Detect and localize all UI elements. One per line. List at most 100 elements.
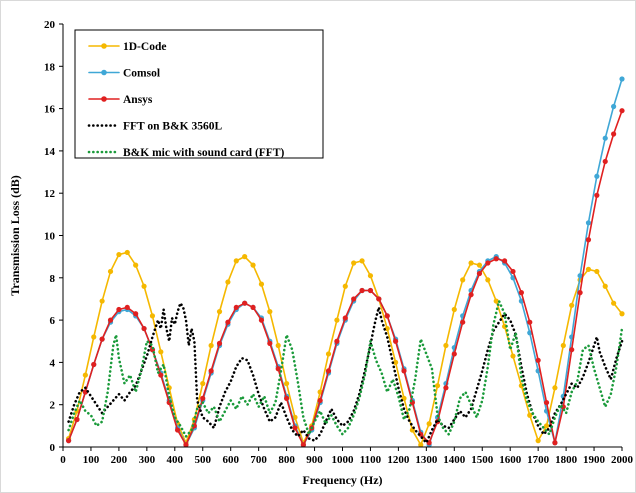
x-tick-label: 1300 [415, 454, 438, 466]
series-1-point [569, 302, 575, 308]
series-3-point [216, 340, 223, 346]
x-tick-label: 1200 [387, 454, 410, 466]
series-3-point [91, 361, 97, 368]
x-tick-label: 1900 [583, 454, 606, 466]
series-3-point [133, 311, 139, 317]
series-1-point [242, 254, 248, 260]
series-1-point [334, 317, 340, 323]
series-3-point [569, 347, 575, 353]
series-3-point [124, 304, 130, 311]
legend-box [74, 29, 324, 159]
x-tick-label: 200 [111, 454, 128, 466]
series-3-point [225, 319, 231, 325]
x-tick-label: 100 [83, 454, 100, 466]
x-tick-label: 1000 [332, 454, 355, 466]
series-1-point [552, 385, 558, 391]
legend-label: B&K mic with sound card (FFT) [123, 147, 284, 159]
series-1-point [200, 380, 206, 387]
series-3-point [275, 366, 281, 372]
x-tick-label: 2000 [611, 454, 634, 466]
series-3-point [594, 192, 600, 198]
legend-marker [101, 43, 107, 49]
series-1-point [99, 298, 105, 304]
series-3-point [393, 338, 399, 344]
series-3-point [527, 319, 533, 325]
x-tick-label: 1800 [555, 454, 578, 466]
series-1-point [585, 266, 592, 272]
legend-label: 1D-Code [123, 41, 166, 53]
series-1-point [107, 268, 114, 275]
legend-label: FFT on B&K 3560L [123, 121, 222, 133]
series-4-line [67, 301, 624, 445]
series-3-point [401, 368, 407, 374]
x-tick-label: 0 [60, 454, 66, 466]
series-3-point [183, 442, 189, 448]
series-1-point [133, 262, 139, 268]
series-1-point [359, 258, 365, 264]
legend-label: Comsol [123, 68, 160, 80]
y-tick-label: 10 [44, 231, 56, 243]
series-2-point [594, 173, 600, 179]
x-axis-title: Frequency (Hz) [302, 473, 382, 487]
series-3-point [543, 399, 550, 406]
y-tick-label: 0 [50, 442, 56, 454]
series-3-point [602, 158, 608, 165]
series-3-point [552, 440, 558, 446]
series-3-point [65, 438, 72, 444]
series-1-point [485, 277, 491, 283]
series-3-point [443, 385, 449, 391]
series-5-line [67, 299, 624, 438]
series-1-point [527, 412, 533, 418]
series-3-point [141, 325, 147, 332]
legend: 1D-Code Comsol Ansys FFT on B&K 3560L B&K mi… [74, 29, 324, 159]
series-1-point [418, 442, 424, 448]
series-3-point [451, 351, 457, 357]
series-3-point [233, 304, 239, 311]
x-axis-ticks: 0 100 200 300 400 500 600 700 800 900 1000 1100 1200… [60, 447, 634, 466]
series-3-point [334, 338, 340, 344]
series-3-point [99, 336, 105, 342]
y-tick-label: 8 [50, 273, 56, 285]
x-tick-label: 900 [306, 454, 323, 466]
x-tick-label: 400 [167, 454, 184, 466]
series-1-point [602, 283, 608, 289]
series-1-point [351, 260, 357, 266]
series-3-point [342, 315, 348, 321]
series-3-point [158, 372, 164, 378]
series-3-point [518, 290, 524, 296]
series-1-point [594, 268, 600, 275]
series-1-point [284, 380, 290, 387]
series-3-point [384, 313, 390, 319]
series-3-point [619, 108, 625, 114]
series-1-point [493, 298, 499, 304]
series-3-point [493, 256, 499, 262]
series-1-point [367, 273, 374, 279]
series-2-point [619, 76, 625, 82]
series-1-point [619, 311, 625, 317]
y-tick-label: 20 [44, 19, 56, 31]
series-1-point [149, 313, 156, 319]
series-3-point [510, 268, 516, 275]
series-1-point [233, 258, 239, 264]
series-1-point [560, 342, 566, 349]
series-1-point [91, 334, 97, 340]
x-tick-label: 300 [139, 454, 156, 466]
series-1-point [141, 283, 147, 289]
series-1-point [468, 260, 474, 266]
x-tick-label: 1600 [499, 454, 522, 466]
y-tick-label: 16 [44, 104, 56, 116]
series-layer [65, 76, 625, 448]
series-1-point [543, 423, 550, 429]
series-2-point [611, 103, 617, 110]
series-2-point [585, 220, 592, 226]
y-tick-label: 6 [50, 315, 56, 327]
series-3-point [174, 427, 181, 433]
series-1-point [82, 372, 88, 378]
series-3-point [351, 296, 357, 302]
series-1-point [611, 300, 617, 306]
x-tick-label: 700 [250, 454, 267, 466]
series-2-point [577, 273, 583, 279]
series-3-point [585, 237, 592, 243]
legend-marker [101, 96, 107, 102]
series-2-point [602, 135, 608, 141]
